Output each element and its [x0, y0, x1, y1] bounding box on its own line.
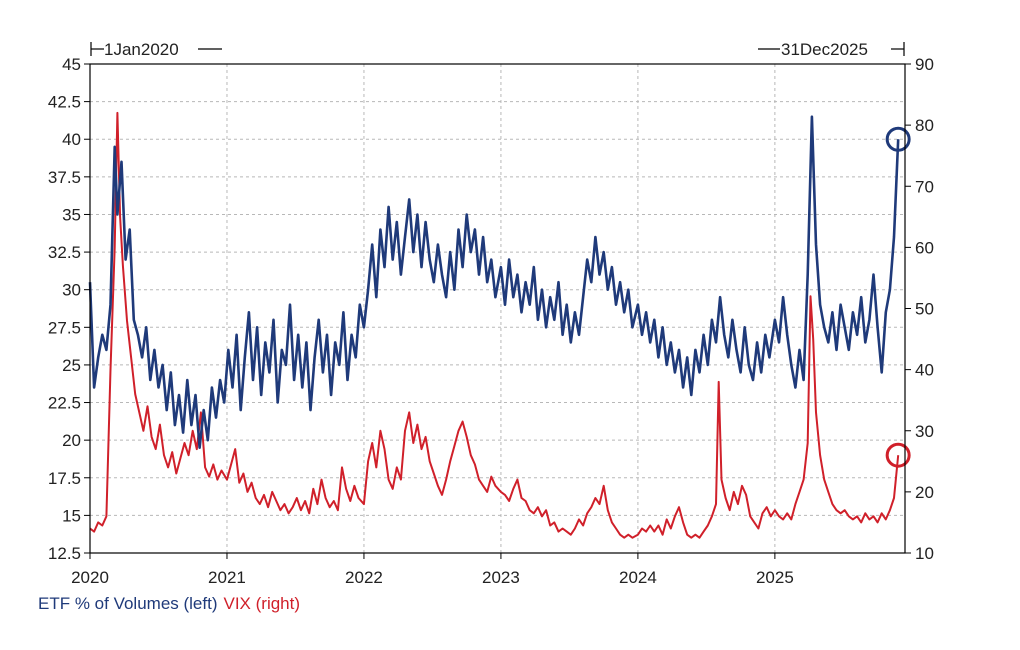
legend-entry-vix: VIX (right)	[223, 594, 301, 613]
range-start-label: 1Jan2020	[104, 40, 179, 59]
annotation-layer	[885, 126, 911, 468]
annotation-circle-etf	[885, 126, 911, 152]
x-tick-label: 2020	[71, 568, 109, 587]
range-end-label: 31Dec2025	[781, 40, 868, 59]
y-left-tick-label: 25	[62, 356, 81, 375]
y-right-tick-label: 20	[915, 483, 934, 502]
y-left-tick-label: 35	[62, 205, 81, 224]
y-right-tick-label: 70	[915, 177, 934, 196]
x-tick-label: 2021	[208, 568, 246, 587]
y-left-tick-label: 32.5	[48, 243, 81, 262]
range-end-marker: 31Dec2025	[758, 40, 905, 59]
y-right-tick-label: 40	[915, 361, 934, 380]
x-tick-label: 2025	[756, 568, 794, 587]
y-right-tick-label: 90	[915, 55, 934, 74]
y-left-tick-label: 30	[62, 281, 81, 300]
y-left-tick-label: 45	[62, 55, 81, 74]
range-start-marker: 1Jan2020	[90, 40, 222, 59]
y-right-tick-label: 50	[915, 300, 934, 319]
gridlines	[90, 64, 905, 553]
y-left-tick-label: 22.5	[48, 394, 81, 413]
y-left-tick-label: 27.5	[48, 318, 81, 337]
y-left-tick-label: 12.5	[48, 544, 81, 563]
plot-area	[90, 64, 905, 553]
legend-entry-etf: ETF % of Volumes (left)	[38, 594, 218, 613]
y-right-tick-label: 30	[915, 422, 934, 441]
y-right-tick-label: 60	[915, 238, 934, 257]
x-tick-label: 2023	[482, 568, 520, 587]
series-line-vix	[89, 111, 900, 539]
series-layer	[88, 111, 900, 539]
y-left-tick-label: 17.5	[48, 469, 81, 488]
y-right-tick-label: 80	[915, 116, 934, 135]
annotation-circle-vix	[885, 442, 911, 468]
y-left-tick-label: 15	[62, 506, 81, 525]
y-left-tick-label: 20	[62, 431, 81, 450]
legend: ETF % of Volumes (left) VIX (right)	[38, 594, 306, 614]
y-left-tick-label: 40	[62, 130, 81, 149]
y-axis-left: 12.5 15 17.5 20 22.5 25 27.5 30 32.5 35 37.5 40 42.5…	[48, 55, 90, 563]
y-left-tick-label: 37.5	[48, 168, 81, 187]
series-line-etf-volumes	[88, 115, 900, 450]
x-tick-label: 2024	[619, 568, 657, 587]
y-axis-right: 10 20 30 40 50 60 70 80 90	[905, 55, 934, 563]
y-left-tick-label: 42.5	[48, 93, 81, 112]
x-axis: 2020 2021 2022 2023 2024 2025	[71, 553, 794, 587]
y-right-tick-label: 10	[915, 544, 934, 563]
x-tick-label: 2022	[345, 568, 383, 587]
